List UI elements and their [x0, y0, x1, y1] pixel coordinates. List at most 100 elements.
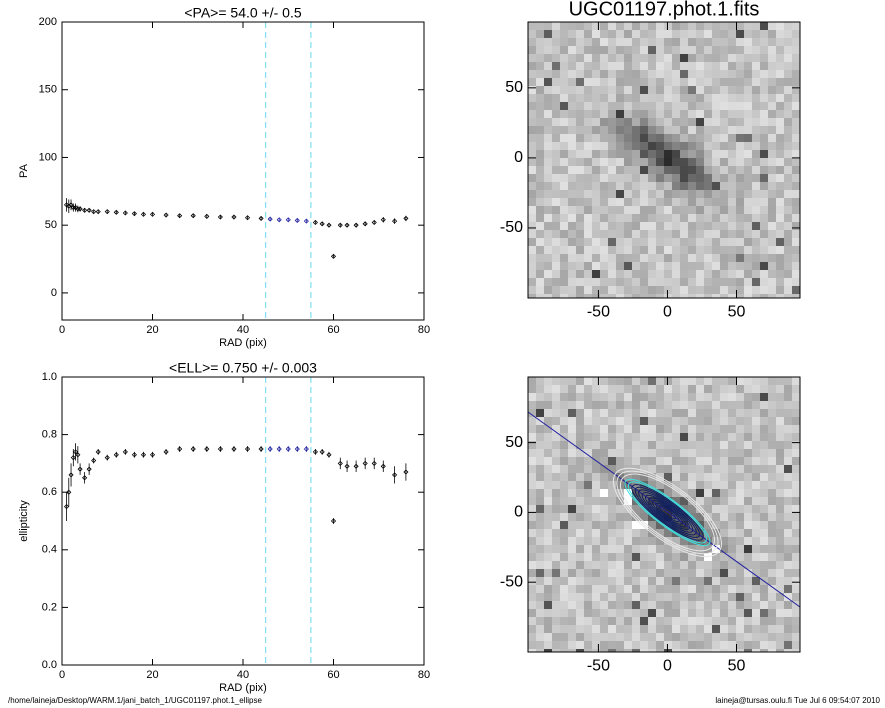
pixel	[744, 641, 752, 649]
pixel	[608, 545, 616, 553]
pixel	[536, 641, 544, 649]
pixel	[544, 521, 552, 529]
pixel	[760, 222, 768, 230]
pixel	[792, 254, 800, 262]
pixel	[704, 46, 712, 54]
pixel	[568, 545, 576, 553]
pixel	[696, 254, 704, 262]
pixel	[640, 433, 648, 441]
pixel	[600, 230, 608, 238]
pixel	[600, 54, 608, 62]
pixel	[744, 385, 752, 393]
pixel	[608, 182, 616, 190]
pixel	[560, 38, 568, 46]
pixel	[752, 54, 760, 62]
pixel	[552, 134, 560, 142]
pixel	[792, 206, 800, 214]
pixel	[528, 617, 536, 625]
pixel	[640, 190, 648, 198]
pixel	[704, 513, 712, 521]
pixel	[720, 190, 728, 198]
pixel	[528, 198, 536, 206]
pixel	[696, 409, 704, 417]
pixel	[752, 150, 760, 158]
pixel	[640, 449, 648, 457]
pixel	[720, 214, 728, 222]
pixel	[664, 166, 672, 174]
pixel	[752, 593, 760, 601]
pixel	[776, 294, 784, 298]
pixel	[640, 94, 648, 102]
pixel	[640, 70, 648, 78]
pixel	[672, 286, 680, 294]
pixel	[744, 142, 752, 150]
pixel	[792, 625, 800, 633]
pixel	[528, 182, 536, 190]
pixel	[680, 166, 688, 174]
pixel	[624, 198, 632, 206]
pixel	[640, 417, 648, 425]
pixel	[616, 569, 624, 577]
contour	[634, 486, 701, 539]
pixel	[544, 38, 552, 46]
pixel	[584, 62, 592, 70]
pixel	[648, 625, 656, 633]
pixel	[552, 206, 560, 214]
pixel	[680, 190, 688, 198]
pixel	[680, 465, 688, 473]
pixel	[616, 158, 624, 166]
pixel	[656, 481, 664, 489]
pixel	[536, 449, 544, 457]
pixel	[528, 38, 536, 46]
pixel	[576, 617, 584, 625]
pixel	[600, 473, 608, 481]
pixel	[712, 54, 720, 62]
pixel	[552, 254, 560, 262]
pixel	[768, 238, 776, 246]
pixel	[792, 166, 800, 174]
pixel	[656, 102, 664, 110]
pixel	[720, 561, 728, 569]
pixel	[752, 206, 760, 214]
pixel	[648, 158, 656, 166]
pixel	[624, 190, 632, 198]
pixel	[592, 94, 600, 102]
pixel	[632, 110, 640, 118]
pixel	[704, 270, 712, 278]
pixel	[688, 54, 696, 62]
pixel	[744, 577, 752, 585]
pixel	[688, 270, 696, 278]
pixel	[744, 417, 752, 425]
pixel	[784, 577, 792, 585]
pixel	[600, 601, 608, 609]
pixel	[744, 270, 752, 278]
pixel	[784, 641, 792, 649]
pixel	[776, 633, 784, 641]
pixel	[584, 465, 592, 473]
pixel	[536, 513, 544, 521]
pixel	[608, 417, 616, 425]
pixel	[600, 553, 608, 561]
pixel	[560, 449, 568, 457]
pixel	[584, 529, 592, 537]
pixel	[632, 254, 640, 262]
pixel	[760, 214, 768, 222]
pixel	[792, 385, 800, 393]
pixel	[656, 166, 664, 174]
pixel	[648, 262, 656, 270]
pixel	[784, 649, 792, 652]
pixel	[552, 62, 560, 70]
pixel	[592, 150, 600, 158]
pixel	[664, 585, 672, 593]
pixel	[640, 86, 648, 94]
pixel	[632, 38, 640, 46]
pixel	[704, 94, 712, 102]
pixel	[784, 457, 792, 465]
pixel	[560, 481, 568, 489]
pixel	[704, 126, 712, 134]
pixel	[728, 465, 736, 473]
pixel	[632, 385, 640, 393]
pixel	[552, 393, 560, 401]
pixel	[536, 150, 544, 158]
pixel	[704, 62, 712, 70]
